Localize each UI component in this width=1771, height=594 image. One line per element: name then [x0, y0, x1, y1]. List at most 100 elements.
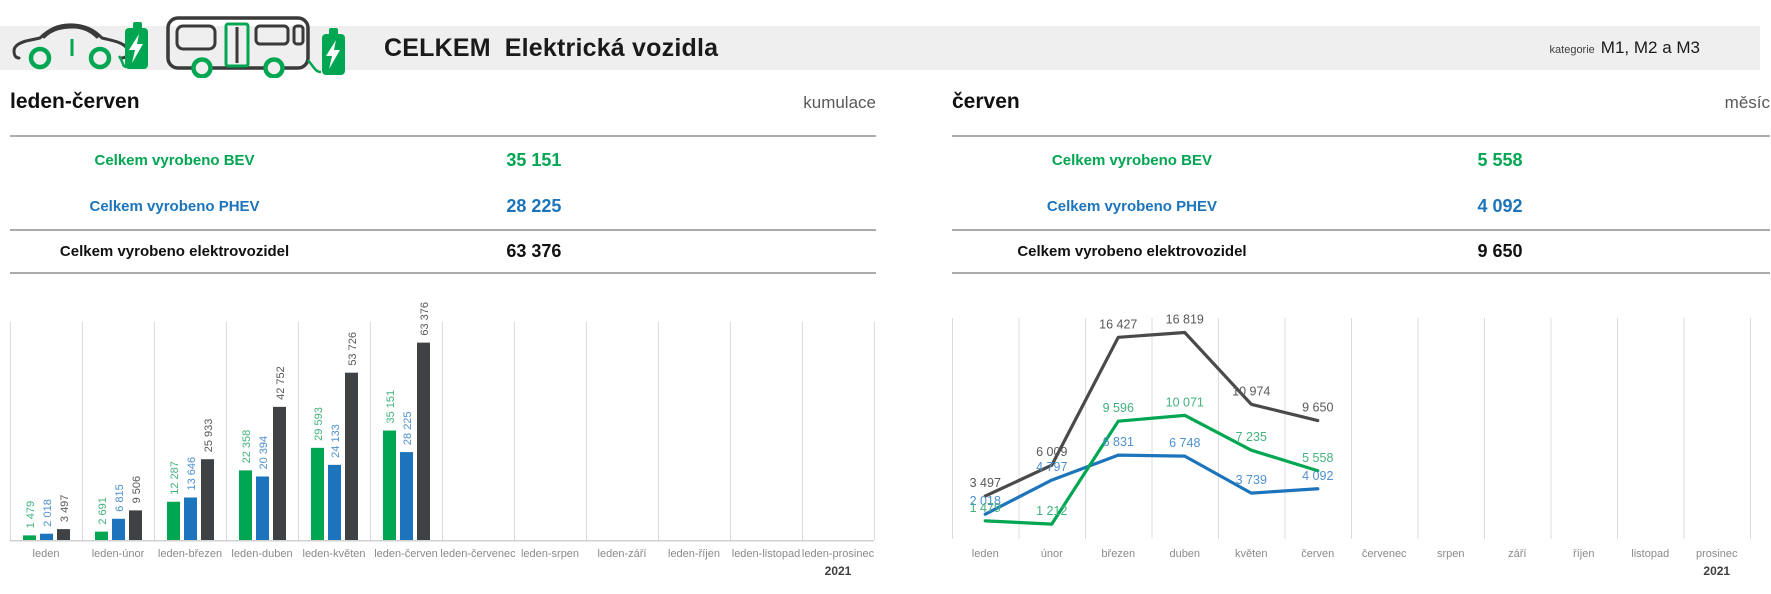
x-axis-label: srpen: [1437, 548, 1465, 560]
electric-car-charging-icon: [12, 22, 148, 70]
row-value: 35 151: [506, 149, 562, 170]
x-axis-label: duben: [1169, 548, 1200, 560]
point-value-label: 10 974: [1232, 384, 1270, 398]
x-axis-label: leden-srpen: [521, 548, 579, 560]
x-axis-label: leden-říjen: [668, 548, 720, 560]
bar-value-label: 9 506: [131, 476, 143, 504]
x-axis-label: září: [1508, 548, 1526, 560]
x-axis-label: prosinec: [1696, 548, 1738, 560]
point-value-label: 2 018: [970, 494, 1001, 508]
point-value-label: 16 819: [1166, 313, 1204, 327]
bar-value-label: 2 691: [97, 497, 109, 525]
bar-value-label: 13 646: [186, 457, 198, 491]
point-value-label: 9 650: [1302, 401, 1333, 415]
point-value-label: 9 596: [1103, 401, 1134, 415]
bar-phev: [184, 497, 197, 540]
x-axis-label: leden-prosinec: [802, 548, 875, 560]
bar-bev: [383, 430, 396, 540]
bar-value-label: 53 726: [347, 332, 359, 366]
x-axis-label: říjen: [1573, 548, 1594, 560]
point-value-label: 16 427: [1099, 317, 1137, 331]
bar-bev: [239, 470, 252, 540]
x-axis-label: březen: [1101, 548, 1135, 560]
divider: [10, 229, 876, 231]
x-axis-label: leden: [33, 548, 60, 560]
panel-cumulative: leden-červen kumulace Celkem vyrobeno BE…: [10, 76, 876, 274]
point-value-label: 3 739: [1236, 473, 1267, 487]
cumulative-bar-chart: 1 479 2 691 12 287 22 358 29 593 35 151 2 018 6…: [10, 302, 875, 578]
panel-subtitle: kumulace: [803, 93, 876, 112]
bar-total: [201, 459, 214, 540]
x-axis-label: leden-únor: [92, 548, 145, 560]
row-label: Celkem vyrobeno PHEV: [89, 197, 260, 215]
x-axis-label: únor: [1041, 548, 1063, 560]
year-label: 2021: [825, 564, 852, 578]
row-label: Celkem vyrobeno BEV: [94, 151, 255, 169]
bar-value-label: 35 151: [385, 390, 397, 424]
bar-bev: [95, 531, 108, 540]
row-value: 63 376: [506, 241, 562, 261]
point-value-label: 1 479: [970, 501, 1001, 515]
row-label: Celkem vyrobeno elektrovozidel: [59, 243, 290, 260]
row-value: 28 225: [506, 195, 562, 216]
row-label: Celkem vyrobeno PHEV: [1046, 197, 1217, 215]
divider: [10, 135, 876, 137]
bar-value-label: 42 752: [275, 366, 287, 400]
x-axis-label: červenec: [1362, 548, 1407, 560]
row-label: Celkem vyrobeno elektrovozidel: [1017, 243, 1247, 260]
divider: [10, 272, 876, 274]
bar-phev: [112, 518, 125, 540]
divider: [952, 135, 1770, 137]
table-row-total: Celkem vyrobeno elektrovozidel 63 376: [10, 231, 876, 272]
panel-cumulative-head: leden-červen kumulace: [10, 76, 876, 135]
point-value-label: 6 748: [1169, 436, 1200, 450]
bar-value-label: 3 497: [59, 495, 71, 523]
row-label: Celkem vyrobeno BEV: [1051, 151, 1212, 169]
table-row-phev: Celkem vyrobeno PHEV 28 225: [10, 183, 876, 229]
row-value: 5 558: [1477, 149, 1523, 170]
panel-month: červen měsíc Celkem vyrobeno BEV 5 558 C…: [952, 76, 1770, 274]
bar-total: [57, 529, 70, 540]
x-axis-label: leden-červen: [374, 548, 438, 560]
bar-total: [129, 510, 142, 540]
bar-value-label: 20 394: [258, 436, 270, 470]
bar-value-label: 2 018: [42, 499, 54, 527]
point-value-label: 10 071: [1166, 395, 1204, 409]
bar-value-label: 63 376: [419, 302, 431, 336]
bar-value-label: 29 593: [313, 407, 325, 441]
x-axis-label: leden-září: [598, 548, 647, 560]
monthly-line-chart: 3 497 6 009 16 427 16 819 10 974 9 650 2 018 4 …: [952, 313, 1751, 578]
line-phev: [983, 453, 1320, 516]
x-axis-label: květen: [1235, 548, 1267, 560]
point-value-label: 5 558: [1302, 451, 1333, 465]
divider: [952, 229, 1770, 231]
bar-bev: [23, 535, 36, 540]
table-row-phev: Celkem vyrobeno PHEV 4 092: [952, 183, 1770, 229]
panel-subtitle: měsíc: [1724, 93, 1770, 112]
point-value-label: 6 831: [1103, 435, 1134, 449]
x-axis-label: leden: [972, 548, 999, 560]
panel-title: červen: [952, 90, 1020, 113]
year-label: 2021: [1703, 564, 1730, 578]
bar-bev: [167, 501, 180, 540]
point-value-label: 7 235: [1236, 430, 1267, 444]
page-title: CELKEM Elektrická vozidla: [384, 26, 718, 70]
bar-bev: [311, 447, 324, 540]
table-row-bev: Celkem vyrobeno BEV 5 558: [952, 137, 1770, 183]
bar-phev: [40, 533, 53, 540]
table-row-bev: Celkem vyrobeno BEV 35 151: [10, 137, 876, 183]
point-value-label: 1 212: [1036, 504, 1067, 518]
x-axis-label: leden-červenec: [440, 548, 516, 560]
electric-bus-charging-icon: [166, 16, 345, 78]
row-value: 4 092: [1477, 195, 1523, 216]
bar-value-label: 12 287: [169, 461, 181, 495]
bar-value-label: 25 933: [203, 419, 215, 453]
page-title-prefix: CELKEM: [384, 34, 491, 62]
bar-value-label: 24 133: [330, 424, 342, 458]
point-value-label: 3 497: [970, 476, 1001, 490]
category-value: M1, M2 a M3: [1600, 38, 1700, 57]
panel-title: leden-červen: [10, 90, 140, 113]
category-info: kategorie M1, M2 a M3: [1550, 26, 1700, 70]
bar-total: [273, 406, 286, 540]
